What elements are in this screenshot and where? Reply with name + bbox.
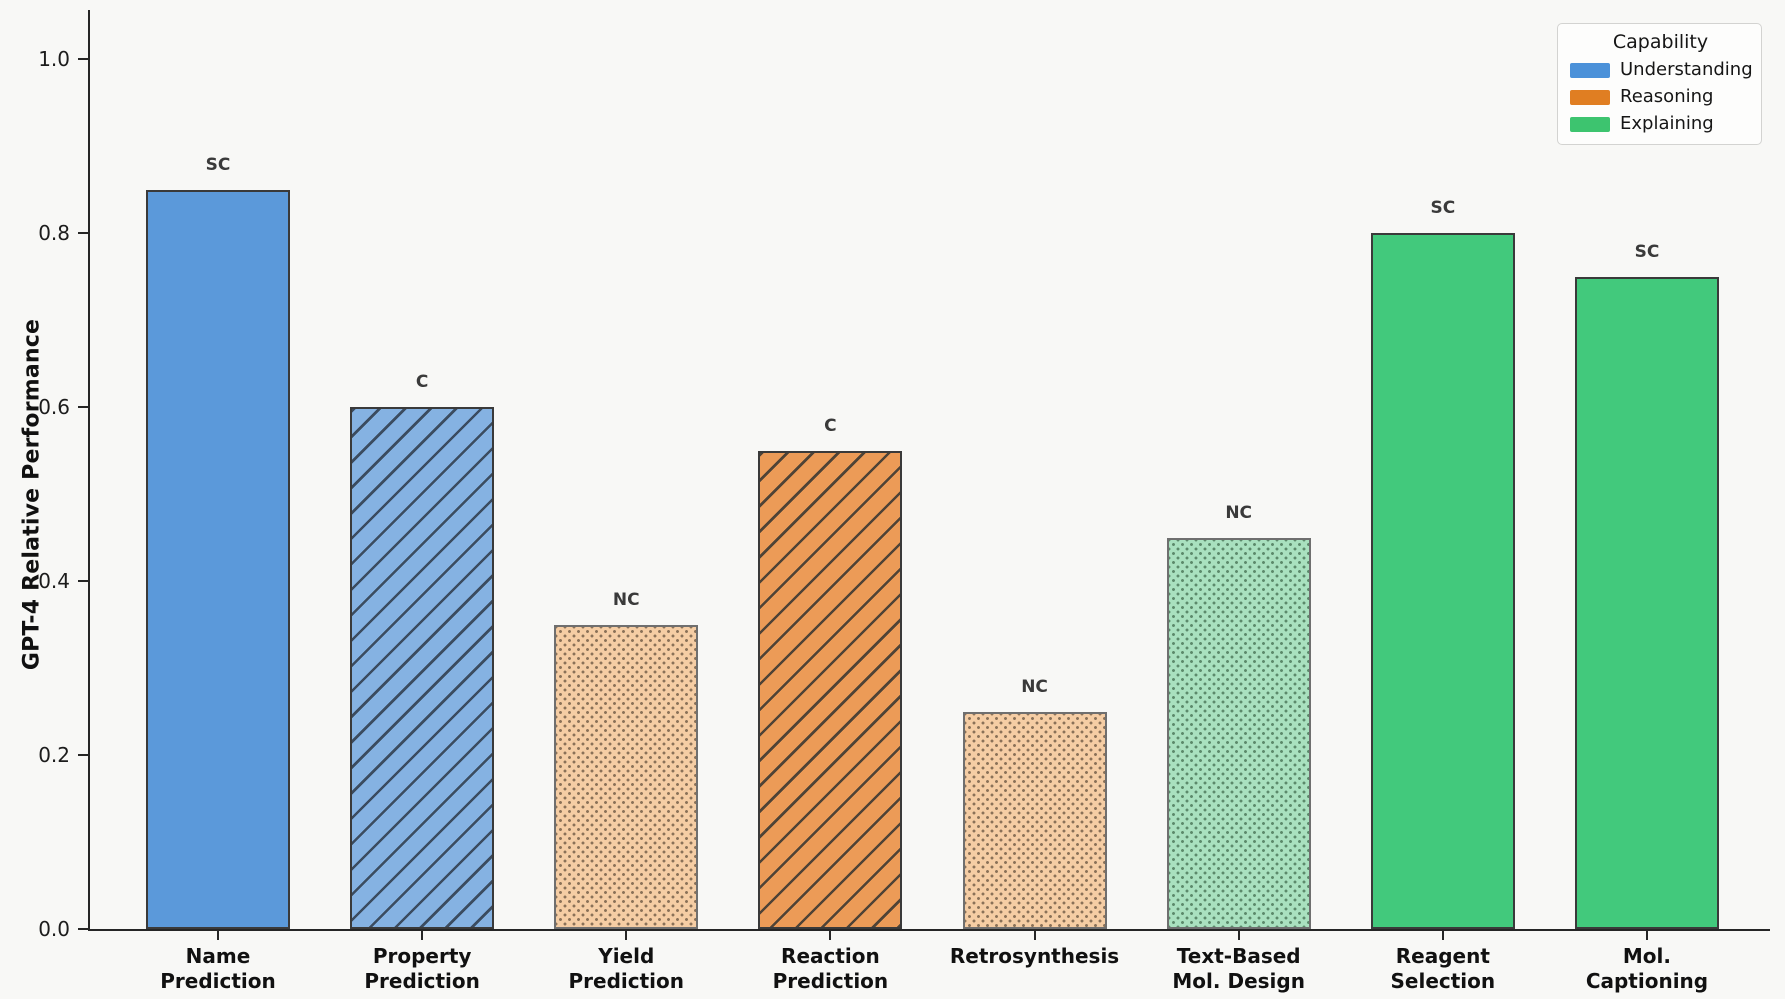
legend-swatch-reasoning [1570, 89, 1610, 105]
x-tick-label-reaction: Reaction Prediction [772, 944, 889, 993]
bar-mol [1574, 276, 1719, 929]
legend-item-reasoning: Reasoning [1570, 87, 1751, 107]
legend-label: Explaining [1620, 113, 1714, 134]
bar-reagent [1370, 233, 1515, 929]
bar-annotation-property: C [415, 372, 429, 392]
legend-item-understanding: Understanding [1570, 59, 1753, 80]
x-tick-mark [1645, 931, 1648, 940]
x-tick-label-reagent: Reagent Selection [1390, 944, 1496, 993]
x-tick-label-property: Property Prediction [364, 944, 480, 993]
x-tick-label-text-based: Text-Based Mol. Design [1172, 944, 1305, 993]
y-axis-label: GPT-4 Relative Performance [19, 318, 45, 671]
bar-name [146, 189, 290, 929]
bar-annotation-mol: SC [1634, 241, 1660, 262]
bar-reaction [758, 450, 903, 929]
bar-annotation-reagent: SC [1430, 198, 1456, 218]
y-tick-mark [78, 232, 88, 234]
legend-item-explaining: Explaining [1570, 114, 1751, 134]
bar-annotation-yield: NC [612, 589, 640, 610]
legend-title: Capability [1612, 31, 1709, 53]
bar-annotation-reaction: C [824, 415, 837, 436]
bar-property [350, 407, 495, 929]
x-tick-mark [1441, 931, 1444, 940]
x-axis-spine [88, 929, 1770, 931]
x-tick-label-retrosynthesis: Retrosynthesis [949, 944, 1120, 968]
bar-annotation-retrosynthesis: NC [1021, 676, 1048, 697]
x-tick-label-yield: Yield Prediction [568, 944, 685, 993]
y-tick-mark [78, 58, 88, 60]
x-tick-mark [421, 931, 424, 940]
x-tick-label-mol: Mol. Captioning [1585, 944, 1709, 993]
legend-label: Reasoning [1620, 86, 1714, 107]
y-tick-label: 0.2 [38, 743, 70, 767]
y-axis-spine [88, 10, 90, 931]
y-tick-mark [78, 406, 88, 408]
y-tick-label: 0.4 [38, 569, 70, 593]
y-tick-label: 0.6 [38, 395, 70, 419]
bar-yield [554, 624, 699, 929]
bar-annotation-name: SC [205, 154, 231, 175]
legend-label: Understanding [1620, 59, 1753, 80]
bar-retrosynthesis [962, 711, 1107, 929]
x-tick-mark [829, 931, 832, 940]
bar-annotation-text-based: NC [1225, 502, 1253, 523]
x-tick-mark [1033, 931, 1036, 940]
y-tick-mark [78, 580, 88, 582]
y-tick-mark [78, 928, 88, 930]
y-tick-mark [78, 754, 88, 756]
x-tick-mark [217, 931, 219, 940]
legend-swatch-explaining [1570, 116, 1610, 132]
legend: Capability Understanding Reasoning Expla… [1557, 23, 1762, 145]
y-tick-label: 0.8 [38, 221, 70, 245]
x-tick-mark [1237, 931, 1240, 940]
x-tick-mark [625, 931, 628, 940]
x-tick-label-name: Name Prediction [160, 944, 276, 993]
y-tick-label: 1.0 [38, 47, 70, 71]
legend-swatch-understanding [1570, 62, 1610, 78]
bar-text-based [1166, 537, 1311, 929]
y-tick-label: 0.0 [38, 917, 70, 941]
